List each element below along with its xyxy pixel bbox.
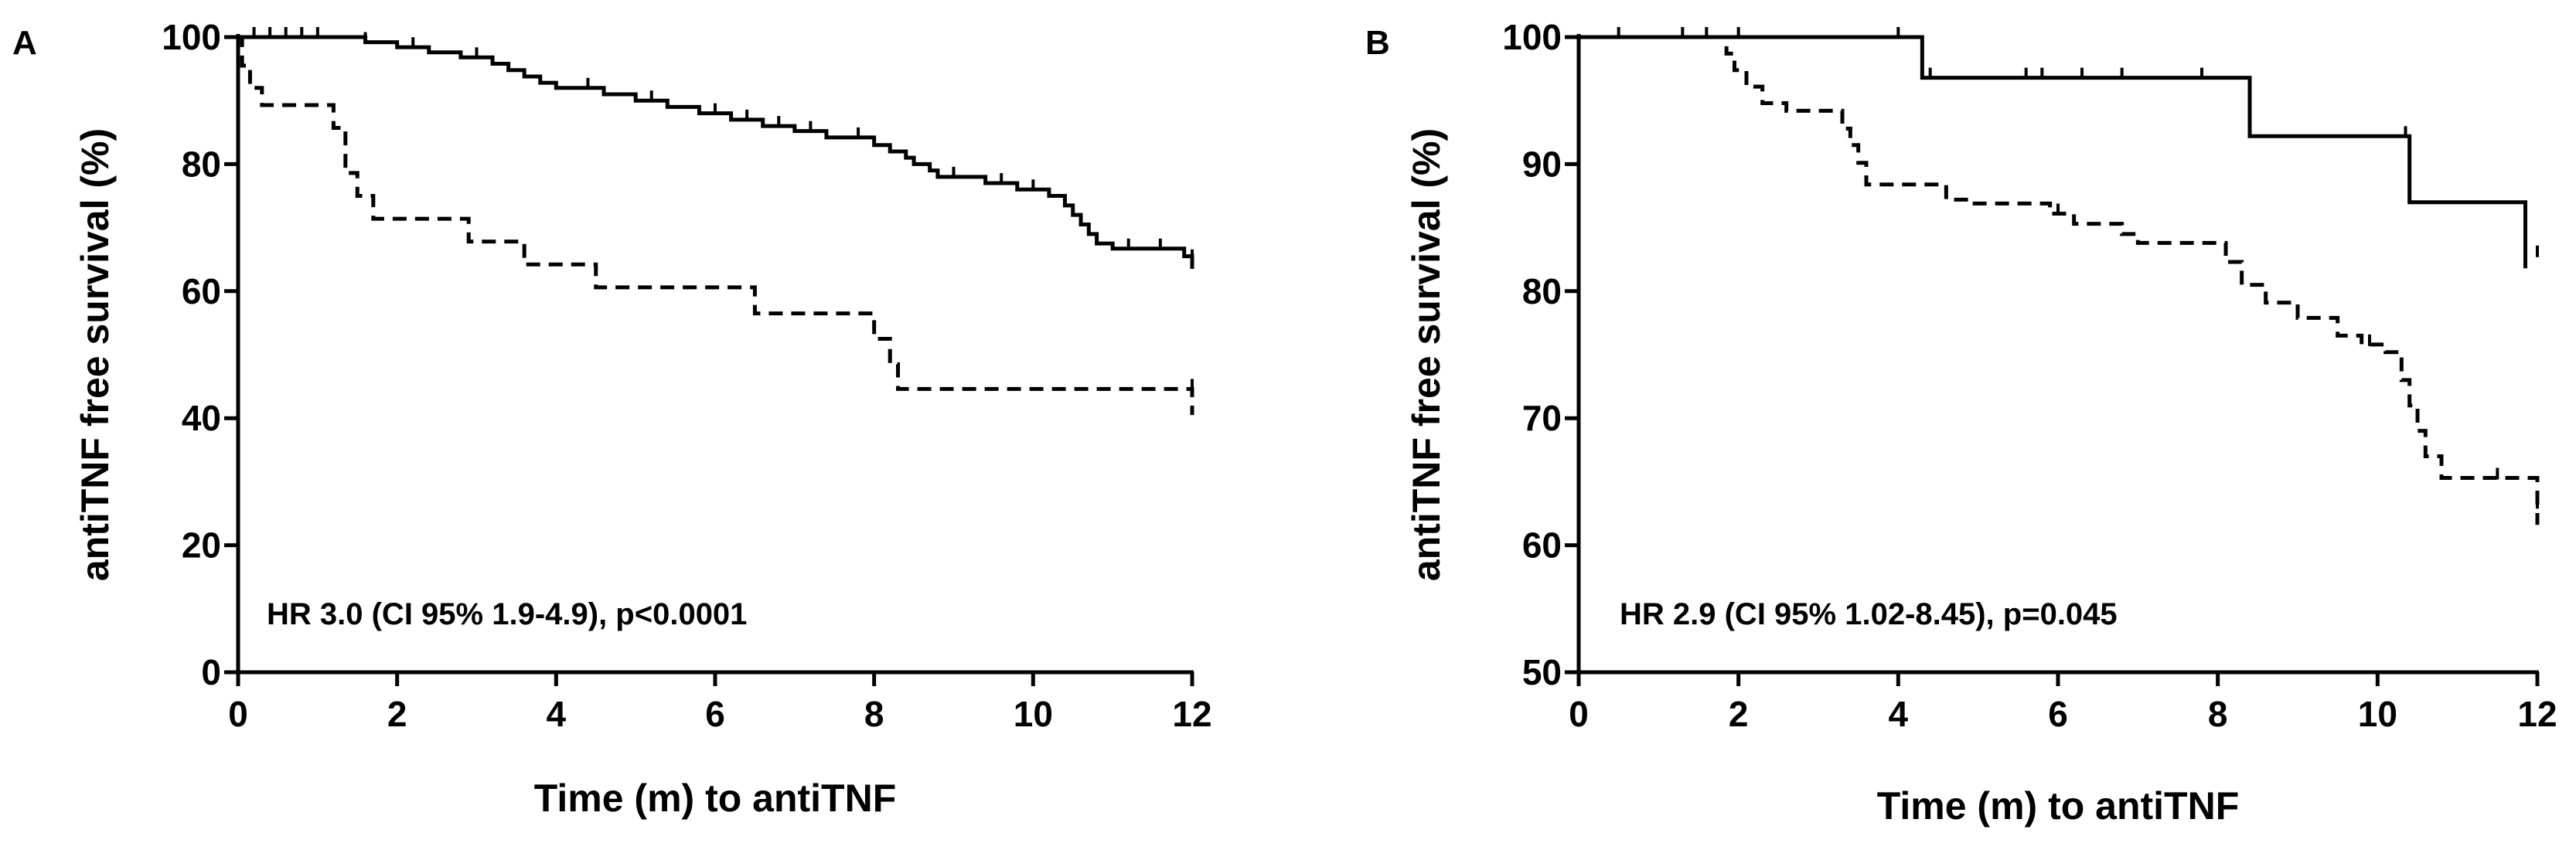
chart-panel-b: B 0 2 4 6 8 10 12 50 60 70 80 90 100 Time (m) to antiT… [1365,17,2557,828]
x-tick-label: 2 [387,694,407,734]
x-tick-label: 12 [2517,694,2557,734]
hazard-ratio-annotation: HR 2.9 (CI 95% 1.02-8.45), p=0.045 [1620,597,2118,631]
y-tick-label: 90 [1522,144,1562,184]
survival-curve-solid [1579,35,2527,269]
y-axis-title: antiTNF free survival (%) [1405,128,1448,581]
survival-curve-dashed [1579,35,2540,525]
y-tick-label: 70 [1522,398,1562,438]
x-tick-label: 12 [1172,694,1211,734]
y-tick-label: 100 [1502,17,1562,57]
y-tick-label: 50 [1522,652,1562,692]
x-axis-title: Time (m) to antiTNF [1877,784,2240,828]
y-tick-label: 0 [201,652,221,692]
chart-panel-a: A 0 2 4 6 8 10 12 0 20 40 60 80 100 Time (m) to antiTN… [12,17,1212,820]
x-tick-label: 8 [864,694,884,734]
y-tick-label: 20 [182,525,221,566]
x-tick-label: 8 [2208,694,2228,734]
y-tick-label: 80 [1522,271,1562,311]
panel-letter: B [1365,24,1390,62]
x-tick-label: 4 [1889,694,1909,734]
x-tick-label: 6 [2048,694,2068,734]
y-tick-label: 40 [182,398,221,438]
x-tick-label: 0 [1569,694,1589,734]
x-tick-label: 6 [705,694,725,734]
y-tick-label: 80 [182,144,221,184]
survival-curve-dashed [238,35,1194,416]
panel-letter: A [12,24,37,62]
y-axis-title: antiTNF free survival (%) [73,128,117,581]
hazard-ratio-annotation: HR 3.0 (CI 95% 1.9-4.9), p<0.0001 [267,597,747,631]
y-tick-label: 60 [1522,525,1562,566]
x-tick-label: 0 [228,694,248,734]
survival-curve-solid [238,35,1194,270]
x-axis-title: Time (m) to antiTNF [534,777,897,820]
y-tick-label: 100 [162,17,221,57]
x-tick-label: 10 [2358,694,2397,734]
x-tick-label: 10 [1014,694,1053,734]
x-tick-label: 2 [1729,694,1749,734]
x-tick-label: 4 [547,694,567,734]
y-tick-label: 60 [182,271,221,311]
